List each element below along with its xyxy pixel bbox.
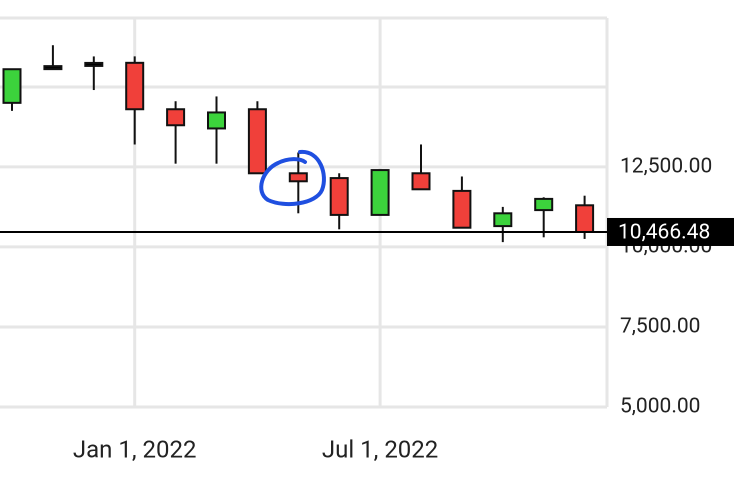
candle-body (84, 61, 104, 67)
highlight-circle (259, 149, 326, 207)
candle-body (534, 197, 554, 212)
x-tick-label: Jul 1, 2022 (322, 435, 438, 463)
candle-body (411, 172, 431, 191)
candle-body (452, 189, 472, 229)
candle-body (370, 169, 390, 216)
candles (2, 45, 595, 243)
candle-body (493, 212, 513, 228)
grid (0, 18, 607, 409)
candle-body (2, 68, 22, 104)
y-tick-label: 12,500.00 (620, 154, 712, 178)
x-tick-label: Jan 1, 2022 (73, 435, 197, 463)
y-tick-label: 7,500.00 (620, 315, 700, 339)
candle-body (288, 172, 308, 183)
candle-body (247, 108, 267, 175)
candle-body (43, 65, 63, 71)
candle-body (166, 108, 186, 127)
price-label-box (607, 217, 734, 246)
price-label: 10,466.48 (618, 221, 710, 245)
candle-body (575, 204, 595, 233)
y-tick-label: 5,000.00 (620, 395, 700, 419)
candle-body (329, 177, 349, 216)
candle-body (207, 111, 226, 130)
candle-body (125, 61, 145, 111)
